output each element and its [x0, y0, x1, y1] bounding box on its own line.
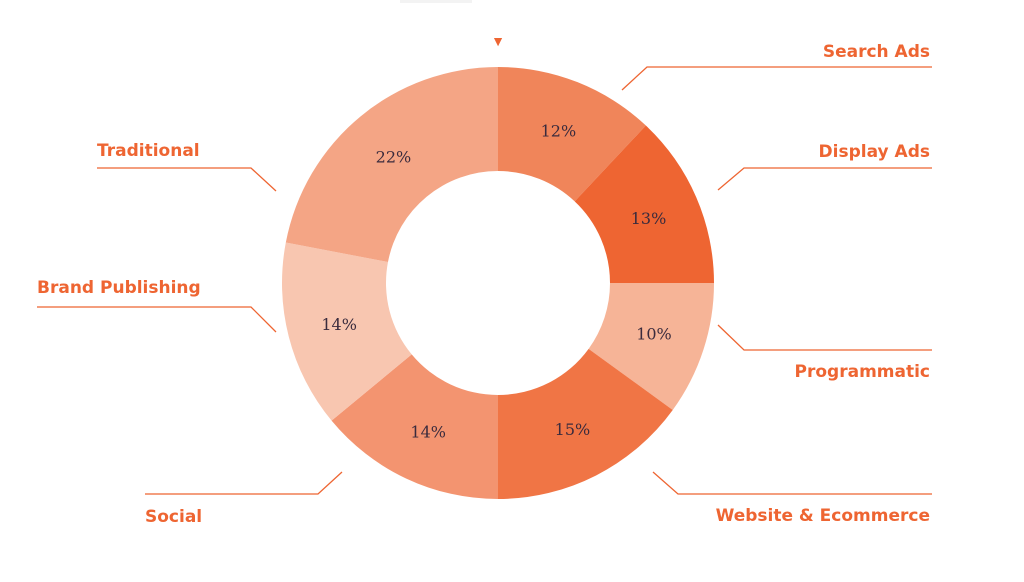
slice-brand-publishing: [282, 242, 412, 421]
leader-line-programmatic: [717, 324, 932, 351]
category-label-programmatic: Programmatic: [795, 362, 930, 382]
leader-line-display-ads: [717, 167, 932, 191]
category-label-brand-publishing: Brand Publishing: [37, 278, 201, 298]
donut-slices: [282, 67, 714, 499]
percent-labels: 12% 13% 10% 15% 14% 14% 22%: [321, 122, 671, 442]
percent-label-social: 14%: [410, 422, 446, 441]
leader-line-brand-publishing: [37, 306, 277, 333]
category-label-search-ads: Search Ads: [823, 42, 930, 62]
leader-line-social: [145, 471, 343, 495]
percent-label-search-ads: 12%: [541, 122, 577, 141]
percent-label-website-and-ecommerce: 15%: [555, 420, 591, 439]
category-label-social: Social: [145, 507, 202, 527]
leader-line-traditional: [97, 167, 277, 192]
leader-line-website-and-ecommerce: [652, 471, 932, 495]
slice-programmatic: [588, 283, 714, 410]
top-edge-bar: [400, 0, 472, 3]
slice-display-ads: [574, 125, 714, 283]
leader-lines: [37, 66, 932, 495]
category-label-website-and-ecommerce: Website & Ecommerce: [716, 506, 930, 526]
percent-label-brand-publishing: 14%: [321, 315, 357, 334]
slice-search-ads: [498, 67, 646, 202]
category-labels: Search Ads Display Ads Programmatic Website…: [37, 42, 930, 527]
slice-social: [331, 354, 498, 499]
percent-label-traditional: 22%: [376, 148, 412, 167]
slice-website-and-ecommerce: [498, 348, 673, 499]
category-label-display-ads: Display Ads: [819, 142, 930, 162]
leader-line-search-ads: [621, 66, 932, 91]
start-marker-icon: ▼: [491, 35, 505, 50]
percent-label-display-ads: 13%: [631, 209, 667, 228]
slice-traditional: [285, 67, 498, 263]
percent-label-programmatic: 10%: [636, 325, 672, 344]
category-label-traditional: Traditional: [97, 141, 200, 161]
